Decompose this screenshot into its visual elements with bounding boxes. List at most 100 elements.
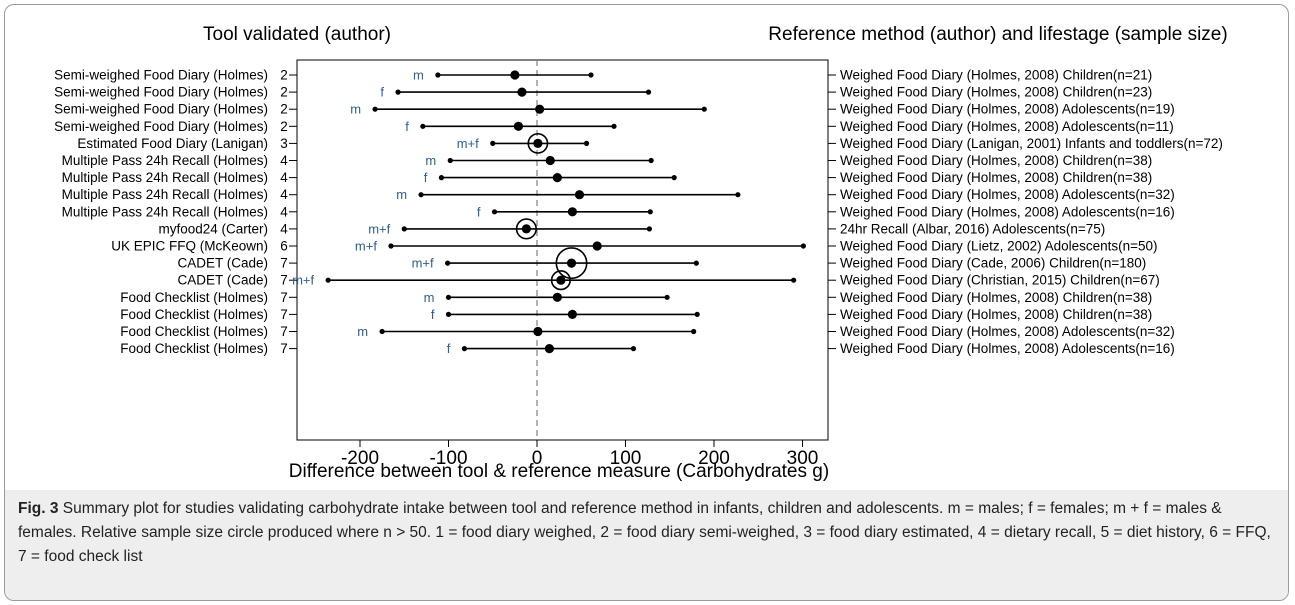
- lower-limit-point: [490, 140, 496, 146]
- tool-label: Semi-weighed Food Diary (Holmes): [54, 85, 268, 100]
- mean-difference-point: [574, 190, 585, 200]
- forest-plot: Tool validated (author) Reference method…: [54, 24, 1228, 482]
- x-tick-label: -200: [341, 448, 379, 469]
- tool-label: Semi-weighed Food Diary (Holmes): [54, 119, 268, 134]
- upper-limit-point: [648, 157, 654, 164]
- tool-code-label: 7: [280, 307, 288, 322]
- upper-limit-point: [691, 328, 697, 335]
- tool-code-label: 7: [280, 256, 288, 271]
- upper-limit-point: [800, 243, 806, 249]
- reference-label: Weighed Food Diary (Christian, 2015) Chi…: [840, 273, 1160, 288]
- tool-code-label: 4: [280, 153, 288, 168]
- mean-difference-point: [544, 344, 554, 354]
- lower-limit-point: [445, 260, 451, 266]
- tool-label: CADET (Cade): [177, 273, 268, 288]
- mean-difference-point: [545, 155, 555, 166]
- figure-label: Fig. 3: [18, 500, 59, 517]
- reference-label: Weighed Food Diary (Holmes, 2008) Childr…: [840, 170, 1152, 185]
- reference-label: Weighed Food Diary (Lanigan, 2001) Infan…: [840, 136, 1223, 151]
- mean-difference-point: [556, 275, 566, 285]
- tool-code-label: 2: [280, 68, 288, 83]
- reference-label: Weighed Food Diary (Holmes, 2008) Childr…: [840, 68, 1152, 83]
- reference-label: Weighed Food Diary (Holmes, 2008) Adoles…: [840, 102, 1175, 117]
- sample-size-circle: [527, 132, 549, 154]
- tool-label: Food Checklist (Holmes): [120, 324, 268, 339]
- mean-difference-point: [510, 70, 520, 80]
- lower-limit-point: [445, 311, 452, 317]
- mean-difference-point: [533, 138, 543, 148]
- mean-difference-point: [533, 326, 543, 337]
- group-label: m+f: [292, 273, 314, 288]
- lower-limit-point: [447, 157, 453, 164]
- x-axis-title: Difference between tool & reference meas…: [289, 461, 829, 482]
- reference-label: Weighed Food Diary (Holmes, 2008) Childr…: [840, 307, 1152, 322]
- plot-area: [296, 59, 829, 441]
- upper-limit-point: [630, 346, 637, 352]
- lower-limit-point: [420, 123, 426, 129]
- tool-label: Semi-weighed Food Diary (Holmes): [54, 102, 268, 117]
- group-label: m: [396, 187, 407, 202]
- reference-label: Weighed Food Diary (Lietz, 2002) Adolesc…: [840, 239, 1158, 254]
- tool-label: CADET (Cade): [177, 256, 268, 271]
- upper-limit-point: [645, 89, 652, 95]
- tool-label: Multiple Pass 24h Recall (Holmes): [62, 153, 268, 168]
- group-label: f: [380, 85, 384, 100]
- tool-label: Multiple Pass 24h Recall (Holmes): [62, 170, 268, 185]
- caption-text: Summary plot for studies validating carb…: [18, 500, 1271, 565]
- lower-limit-point: [435, 72, 441, 78]
- tool-code-label: 4: [280, 170, 288, 185]
- tool-label: Multiple Pass 24h Recall (Holmes): [62, 187, 268, 202]
- sample-size-circle: [515, 218, 537, 240]
- lower-limit-point: [438, 175, 445, 181]
- reference-label: Weighed Food Diary (Holmes, 2008) Adoles…: [840, 204, 1175, 219]
- upper-limit-point: [583, 140, 590, 146]
- mean-difference-point: [567, 309, 578, 319]
- group-label: m+f: [355, 239, 377, 254]
- mean-difference-point: [566, 258, 577, 268]
- tool-code-label: 2: [280, 85, 288, 100]
- tool-code-label: 3: [280, 136, 288, 151]
- tool-label: Food Checklist (Holmes): [120, 307, 268, 322]
- mean-difference-point: [552, 292, 562, 302]
- upper-limit-point: [611, 123, 617, 129]
- tool-label: Estimated Food Diary (Lanigan): [77, 136, 268, 151]
- upper-limit-point: [694, 311, 700, 317]
- tool-code-label: 2: [280, 119, 288, 134]
- sample-size-circle: [555, 247, 588, 280]
- group-label: m: [413, 68, 424, 83]
- group-label: m+f: [412, 256, 434, 271]
- group-label: f: [405, 119, 409, 134]
- upper-limit-point: [647, 209, 653, 215]
- lower-limit-point: [325, 277, 331, 283]
- mean-difference-point: [592, 241, 602, 251]
- lower-limit-point: [401, 226, 407, 232]
- reference-label: Weighed Food Diary (Holmes, 2008) Adoles…: [840, 119, 1174, 134]
- group-label: m+f: [368, 221, 390, 236]
- upper-limit-point: [791, 277, 797, 283]
- tool-label: Food Checklist (Holmes): [120, 290, 268, 305]
- tool-code-label: 4: [280, 187, 288, 202]
- group-label: f: [447, 341, 451, 356]
- upper-limit-point: [664, 294, 670, 300]
- mean-difference-point: [552, 173, 562, 183]
- lower-limit-point: [372, 106, 378, 112]
- upper-limit-point: [701, 106, 707, 112]
- reference-label: Weighed Food Diary (Holmes, 2008) Adoles…: [840, 187, 1175, 202]
- reference-label: Weighed Food Diary (Holmes, 2008) Childr…: [840, 85, 1152, 100]
- upper-limit-point: [735, 192, 741, 198]
- x-tick-label: 200: [698, 448, 730, 469]
- right-header: Reference method (author) and lifestage …: [768, 24, 1227, 45]
- lower-limit-point: [418, 192, 424, 198]
- tool-code-label: 7: [280, 290, 288, 305]
- x-tick-label: 300: [787, 448, 819, 469]
- lower-limit-point: [388, 243, 394, 249]
- tool-label: UK EPIC FFQ (McKeown): [111, 239, 268, 254]
- mean-difference-point: [521, 224, 531, 234]
- group-label: m: [425, 153, 436, 168]
- tool-code-label: 7: [280, 273, 288, 288]
- lower-limit-point: [491, 209, 498, 215]
- reference-label: Weighed Food Diary (Holmes, 2008) Childr…: [840, 153, 1152, 168]
- tool-code-label: 4: [280, 221, 288, 236]
- lower-limit-point: [395, 89, 401, 95]
- tool-code-label: 6: [280, 239, 288, 254]
